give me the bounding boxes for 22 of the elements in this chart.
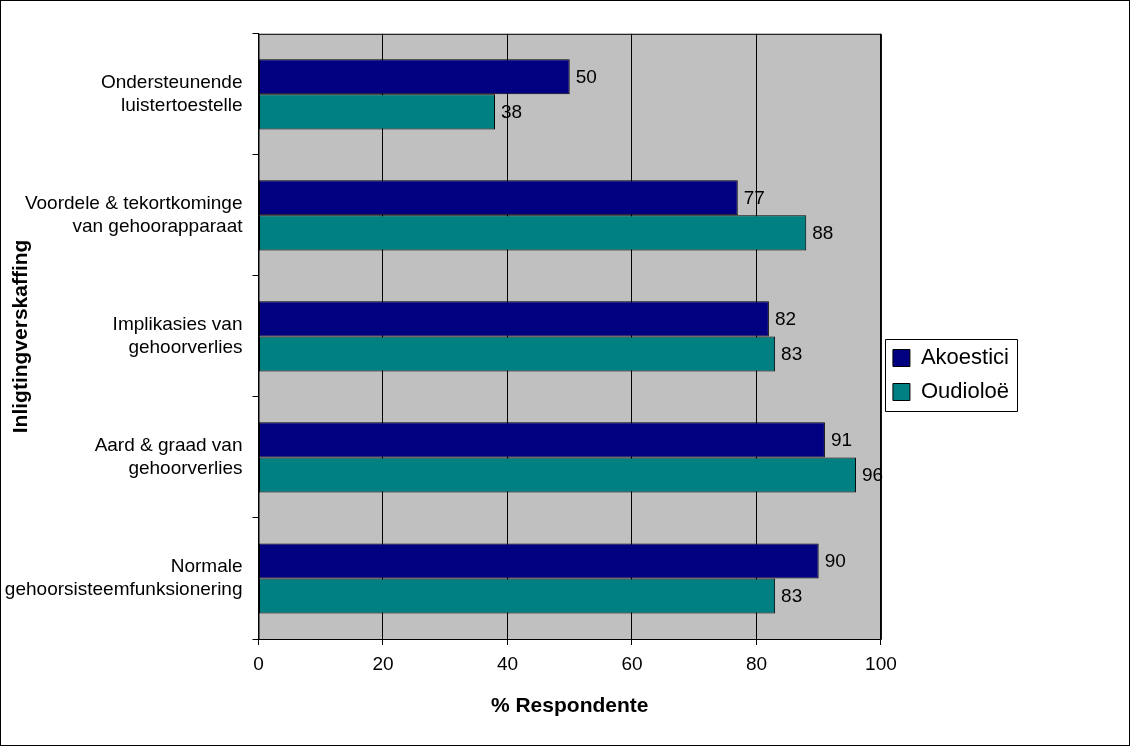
- x-tick-label: 100: [865, 652, 897, 674]
- data-label: 83: [781, 343, 803, 365]
- x-tick-label: 60: [621, 652, 643, 674]
- y-tick-label: Ondersteunende luistertoestelle: [100, 71, 243, 115]
- data-label: 83: [781, 585, 803, 607]
- y-tick-label: Voordele & tekortkominge van gehoorapparaat: [24, 192, 244, 236]
- y-tick-label: Aard & graad van gehoorverlies: [94, 434, 243, 479]
- data-label: 82: [774, 308, 797, 330]
- y-axis-title: Inligtingverskaffing: [8, 239, 32, 434]
- y-tick-label: Normale gehoorsisteemfunksionering: [4, 555, 243, 600]
- data-label: 50: [575, 66, 597, 87]
- x-tick-label: 0: [253, 652, 264, 674]
- y-tick-label: Implikasies van gehoorverlies: [112, 313, 243, 358]
- data-label: 91: [830, 429, 853, 451]
- x-tick-label: 40: [496, 652, 519, 674]
- legend-label: Akoestici: [920, 344, 1009, 370]
- x-tick-label: 20: [372, 652, 394, 674]
- data-label: 88: [812, 222, 834, 244]
- data-label: 90: [824, 550, 846, 572]
- x-tick-label: 80: [745, 652, 768, 674]
- legend-label: Oudioloë: [920, 378, 1010, 404]
- x-axis-title: % Respondente: [490, 693, 649, 717]
